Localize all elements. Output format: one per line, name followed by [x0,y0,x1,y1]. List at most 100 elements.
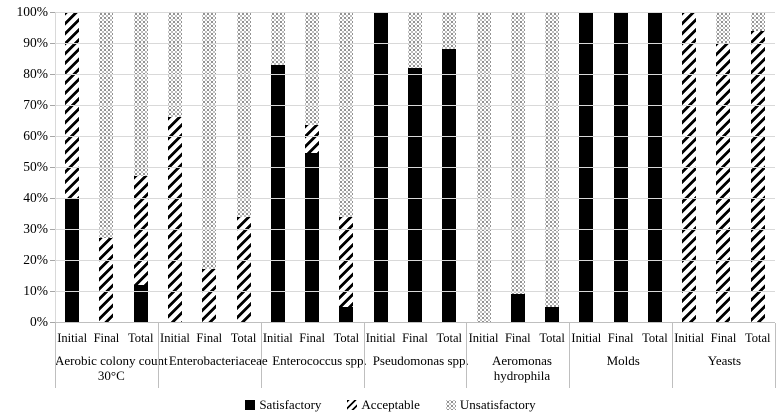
legend-label: Unsatisfactory [459,397,536,412]
x-tick-label: Total [436,331,462,345]
x-tick-label: Initial [57,331,88,345]
gridline [55,229,775,230]
bar-segment-unsatisfactory [167,12,182,118]
group-label-line: Enterobacteriaceae [168,353,268,368]
bar-segment-acceptable [167,117,182,322]
group-divider [569,323,570,388]
bar-segment-satisfactory [133,284,148,322]
bar-segment-unsatisfactory [270,12,285,65]
x-tick-label: Initial [468,331,499,345]
bar-final-2 [202,12,217,322]
bar-final-3 [305,12,320,322]
legend: Satisfactory Acceptable Unsatisfactory [0,397,781,413]
bar-segment-unsatisfactory [510,12,525,295]
group-label: Enterobacteriaceae [168,353,269,383]
bar-slot [295,12,329,322]
bar-segment-acceptable [99,238,114,322]
x-tick-label: Initial [365,331,396,345]
bar-segment-satisfactory [270,64,285,322]
bars-row [55,12,775,322]
bar-segment-satisfactory [510,294,525,322]
bar-segment-acceptable [133,176,148,285]
group-label-line: Pseudomonas spp. [372,353,469,368]
gridline [55,43,775,44]
bar-segment-acceptable [236,216,251,322]
bar-total-4 [442,12,457,322]
group-label: Aerobic colony count 30°C [55,353,168,383]
y-axis-label: 10% [23,283,48,298]
bar-initial-3 [270,12,285,322]
bar-total-7 [750,12,765,322]
x-tick-label: Final [504,331,531,345]
bar-slot [432,12,466,322]
bar-segment-unsatisfactory [545,12,560,307]
x-axis-line [55,322,775,323]
bar-final-1 [99,12,114,322]
gridline [55,167,775,168]
bar-segment-unsatisfactory [407,12,422,68]
legend-label: Acceptable [361,397,420,412]
bar-slot [158,12,192,322]
y-axis-label: 20% [23,252,48,267]
bar-segment-satisfactory [339,306,354,322]
bar-segment-satisfactory [442,49,457,322]
group-divider [775,323,776,388]
x-tick-label: Total [127,331,154,345]
x-tick-label: Final [402,331,428,345]
group-label-line: hydrophila [493,368,551,383]
bar-segment-unsatisfactory [236,12,251,217]
x-tick-labels-row: Initial Final Total Initial Final Total Initia… [55,330,775,346]
bar-final-4 [407,12,422,322]
x-tick-label: Total [230,331,257,345]
y-axis-tick [50,74,55,75]
y-axis-label: 50% [23,159,48,174]
group-label: Aeromonas hydrophila [471,353,572,383]
group-divider [364,323,365,388]
x-tick-label: Initial [262,331,293,345]
bar-segment-unsatisfactory [202,12,217,270]
x-tick-label: Total [333,331,360,345]
bar-segment-unsatisfactory [716,12,731,43]
x-tick-label: Final [93,331,120,345]
y-axis-tick [50,198,55,199]
bar-slot [398,12,432,322]
bar-segment-acceptable [716,43,731,322]
bar-slot [501,12,535,322]
y-axis-tick [50,43,55,44]
bar-final-7 [716,12,731,322]
bar-slot [226,12,260,322]
group-divider [672,323,673,388]
x-tick-label: Final [196,331,223,345]
y-axis-label: 30% [23,221,48,236]
legend-item-acceptable: Acceptable [347,397,420,413]
y-axis-tick [50,322,55,323]
y-axis-label: 90% [23,35,48,50]
solid-black-icon [245,400,256,410]
group-label: Pseudomonas spp. [370,353,471,383]
group-divider [55,323,56,388]
group-label-line: Molds [606,353,640,368]
gridline [55,291,775,292]
group-label: Enterococcus spp. [269,353,370,383]
group-divider [466,323,467,388]
gridline [55,136,775,137]
y-axis-tick [50,291,55,292]
group-label-line: Enterococcus spp. [272,353,367,368]
bar-slot [89,12,123,322]
bar-segment-acceptable [750,30,765,322]
group-label-line: 30°C [97,368,125,383]
bar-slot [535,12,569,322]
bar-segment-unsatisfactory [339,12,354,217]
bar-total-1 [133,12,148,322]
y-axis-label: 60% [23,128,48,143]
bar-initial-2 [167,12,182,322]
diagonal-hatch-icon [347,400,358,410]
group-label-line: Yeasts [707,353,742,368]
x-tick-label: Final [299,331,325,345]
x-tick-label: Final [710,331,737,345]
bar-segment-satisfactory [407,67,422,322]
bar-slot [706,12,740,322]
gridline [55,12,775,13]
gridline [55,260,775,261]
